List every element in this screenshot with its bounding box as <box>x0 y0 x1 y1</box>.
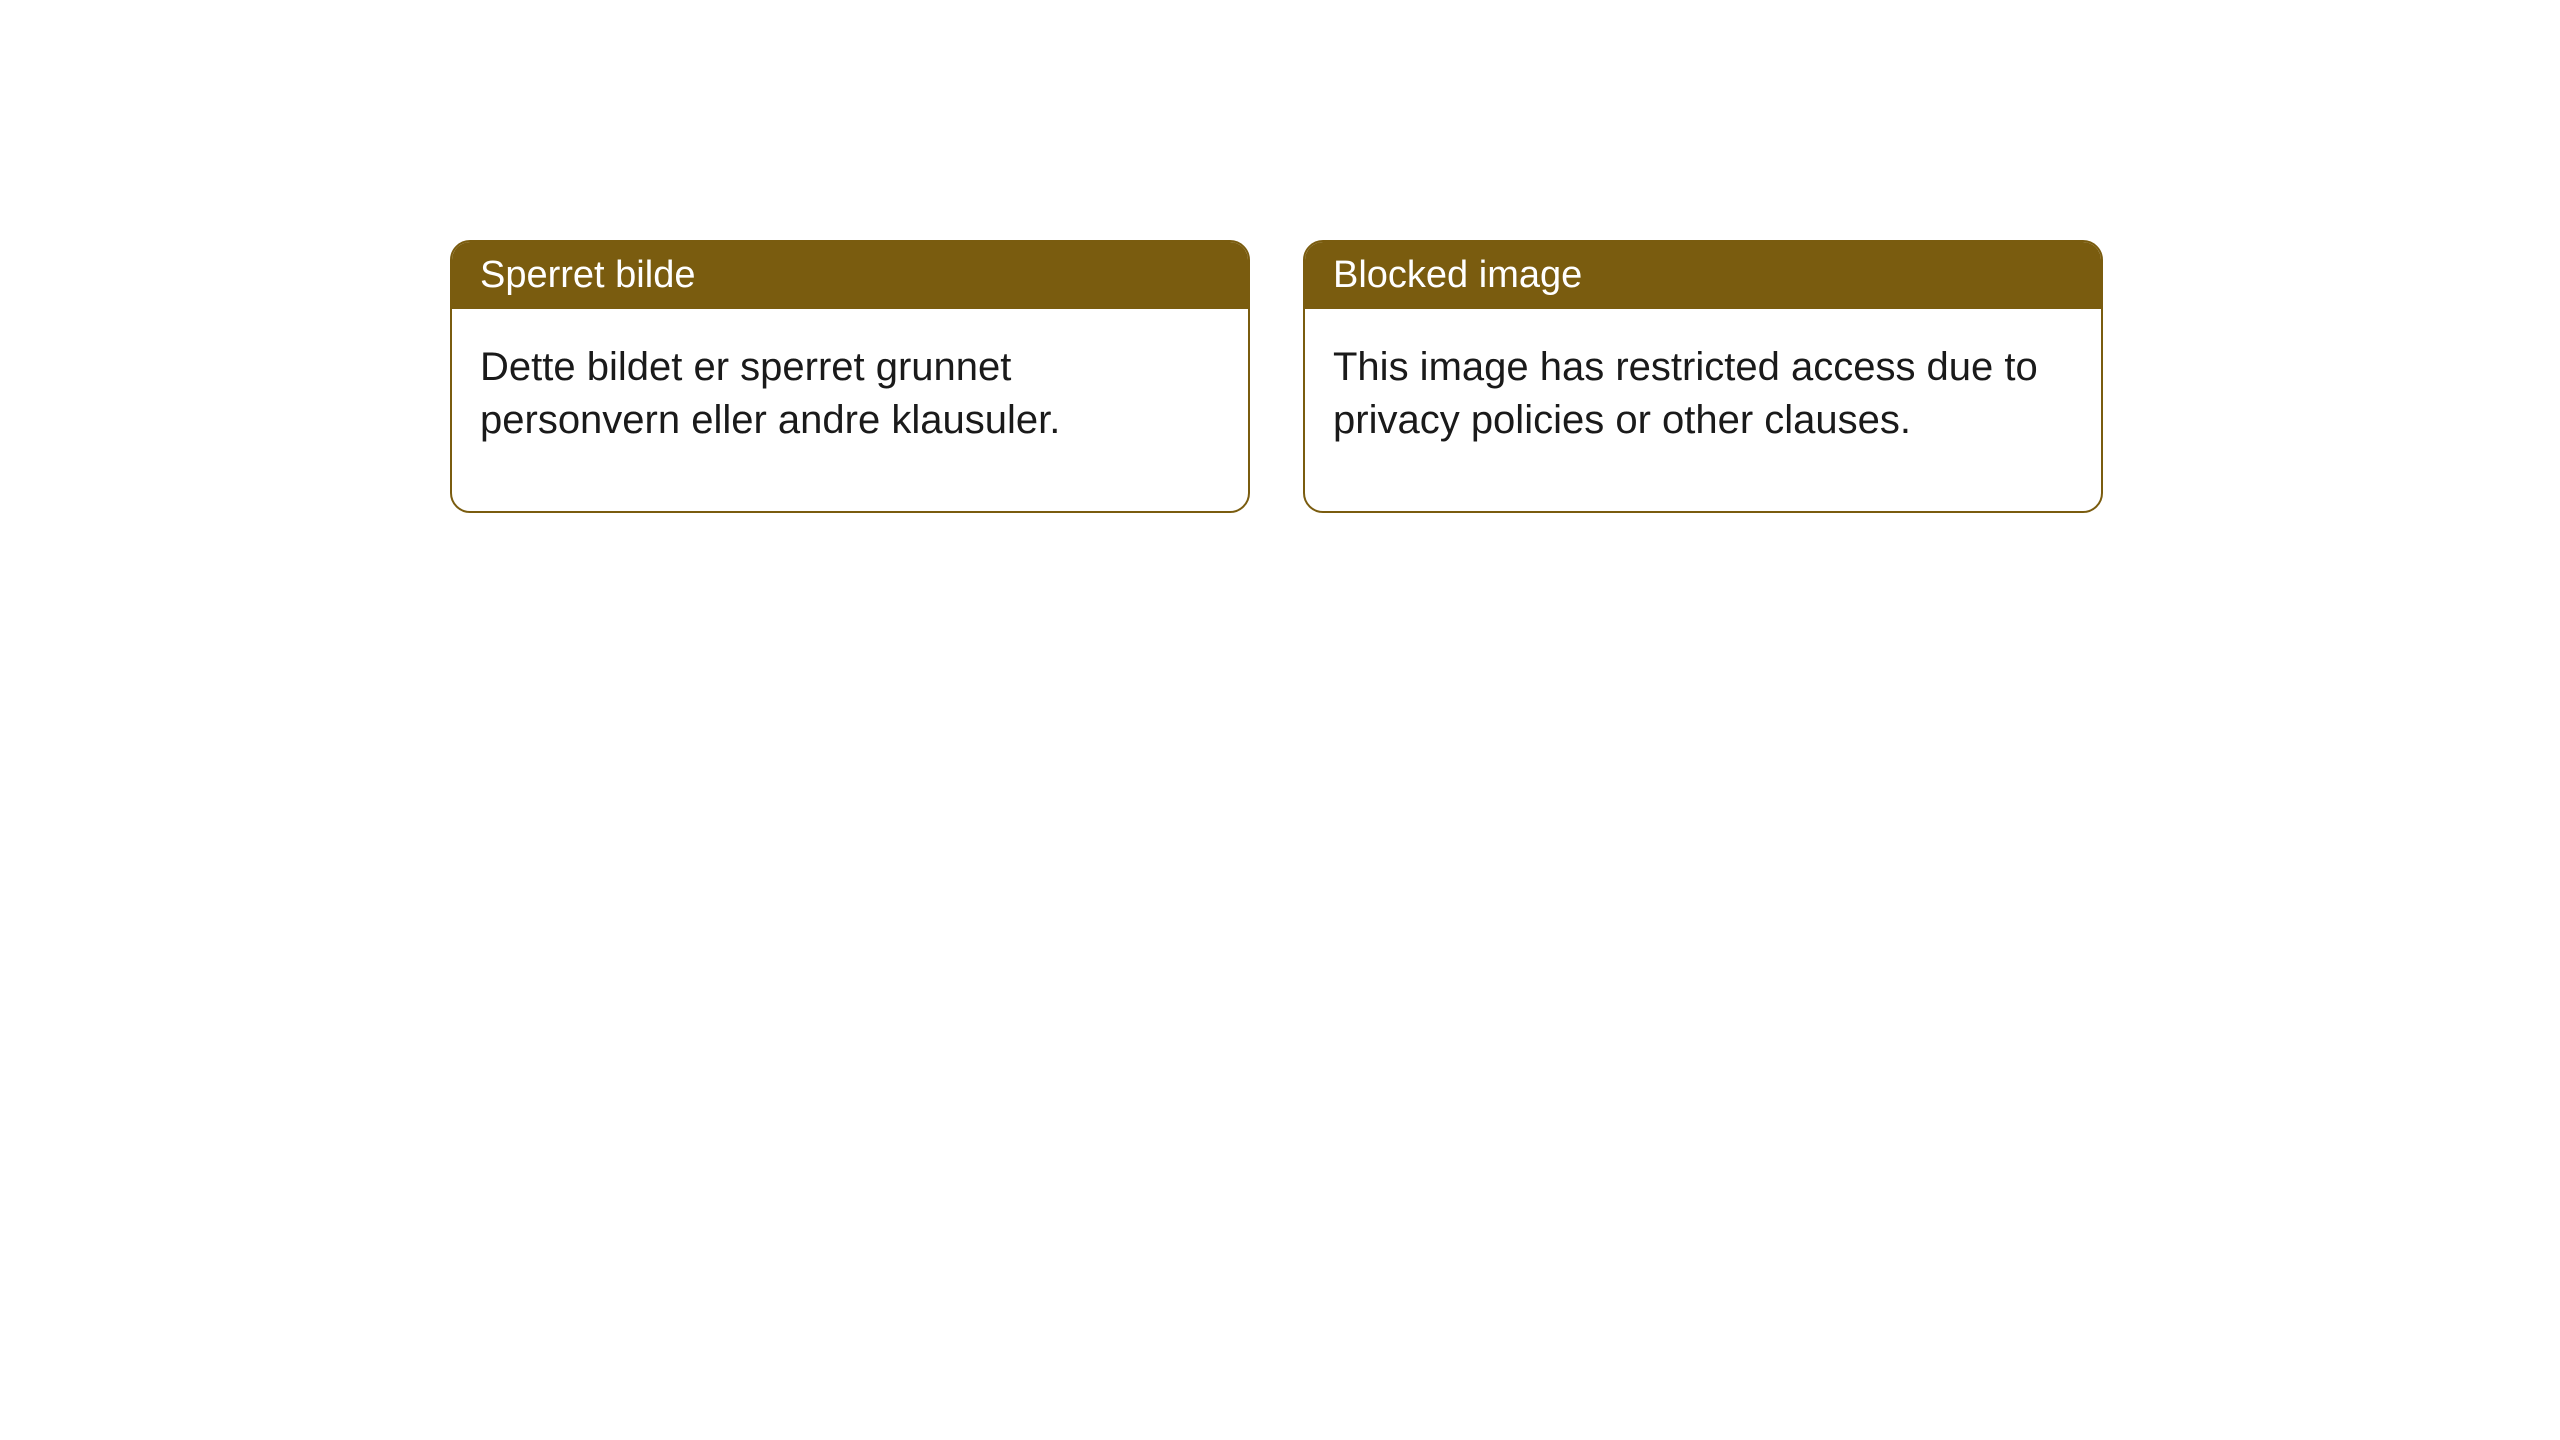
notice-card-message: This image has restricted access due to … <box>1333 345 2038 442</box>
notice-card-norwegian: Sperret bilde Dette bildet er sperret gr… <box>450 240 1250 513</box>
notice-card-header: Sperret bilde <box>452 242 1248 309</box>
notice-card-english: Blocked image This image has restricted … <box>1303 240 2103 513</box>
notice-card-title: Blocked image <box>1333 254 1582 296</box>
notice-card-body: This image has restricted access due to … <box>1305 309 2101 511</box>
notice-card-title: Sperret bilde <box>480 254 695 296</box>
notice-card-header: Blocked image <box>1305 242 2101 309</box>
notice-cards-container: Sperret bilde Dette bildet er sperret gr… <box>450 240 2103 513</box>
notice-card-message: Dette bildet er sperret grunnet personve… <box>480 345 1060 442</box>
notice-card-body: Dette bildet er sperret grunnet personve… <box>452 309 1248 511</box>
